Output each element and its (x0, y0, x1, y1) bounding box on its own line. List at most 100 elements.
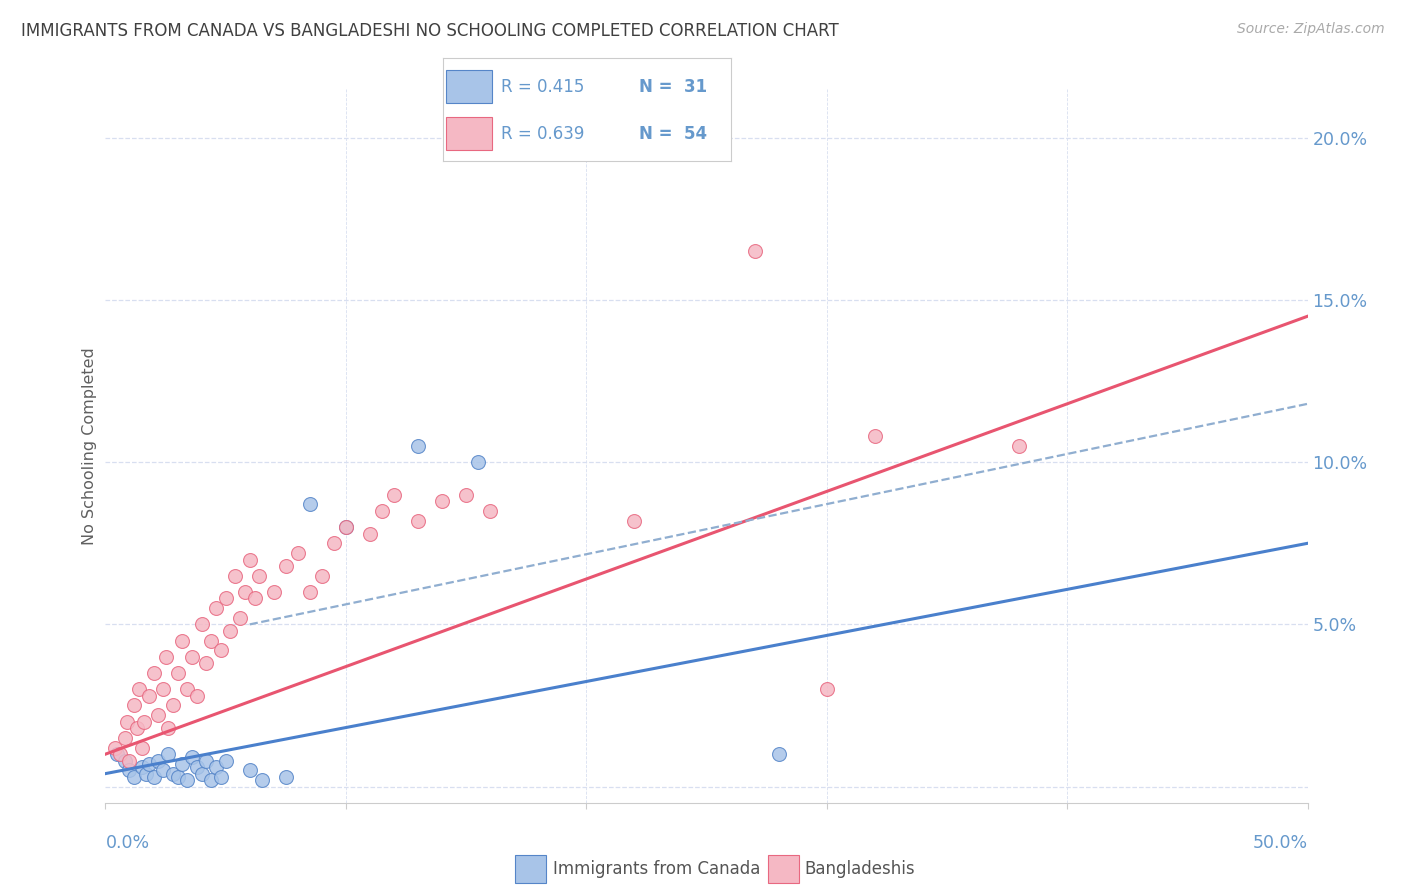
Point (176, 682, 198, 697)
Point (371, 504, 394, 518)
Point (287, 546, 309, 560)
Point (406, 514, 429, 528)
Point (125, 721, 148, 735)
Point (142, 770, 165, 784)
Point (186, 689, 208, 703)
Y-axis label: No Schooling Completed: No Schooling Completed (82, 347, 97, 545)
Point (382, 488, 405, 502)
Point (118, 754, 141, 768)
Text: Bangladeshis: Bangladeshis (804, 860, 915, 878)
Point (107, 747, 129, 761)
Point (128, 682, 150, 697)
Point (118, 764, 141, 778)
Point (311, 568, 333, 582)
FancyBboxPatch shape (515, 855, 546, 883)
Point (155, 649, 177, 664)
Point (108, 747, 131, 761)
Point (131, 740, 153, 755)
Point (233, 585, 256, 599)
Point (263, 585, 285, 599)
Point (148, 754, 170, 768)
FancyBboxPatch shape (446, 70, 492, 103)
Point (104, 740, 127, 755)
Point (322, 536, 344, 550)
Point (209, 770, 232, 784)
Point (815, 682, 838, 697)
Text: Immigrants from Canada: Immigrants from Canada (553, 860, 759, 878)
Point (219, 624, 242, 638)
Point (186, 760, 208, 774)
Point (335, 520, 357, 534)
Point (214, 754, 236, 768)
Point (200, 773, 222, 788)
Point (274, 770, 297, 784)
Point (479, 504, 502, 518)
Point (224, 568, 246, 582)
Point (172, 633, 194, 648)
Point (250, 773, 273, 788)
Point (156, 721, 179, 735)
Point (298, 585, 321, 599)
Text: R = 0.639: R = 0.639 (501, 125, 583, 143)
Point (162, 766, 184, 780)
Point (205, 601, 228, 615)
Point (176, 773, 198, 788)
Point (138, 756, 160, 771)
Text: IMMIGRANTS FROM CANADA VS BANGLADESHI NO SCHOOLING COMPLETED CORRELATION CHART: IMMIGRANTS FROM CANADA VS BANGLADESHI NO… (21, 22, 839, 40)
Point (430, 494, 453, 508)
Point (1008, 439, 1031, 453)
Point (239, 764, 262, 778)
Point (132, 714, 155, 729)
Point (114, 754, 136, 768)
Point (190, 617, 212, 632)
Text: N =  31: N = 31 (638, 78, 707, 95)
Text: Source: ZipAtlas.com: Source: ZipAtlas.com (1237, 22, 1385, 37)
Point (209, 643, 232, 657)
Point (152, 764, 174, 778)
Point (156, 747, 179, 761)
Point (239, 552, 262, 566)
Point (195, 754, 218, 768)
Point (148, 708, 170, 723)
Point (205, 760, 228, 774)
Point (142, 666, 165, 681)
Point (863, 429, 886, 443)
Point (114, 731, 136, 745)
Point (135, 766, 157, 780)
Point (172, 756, 194, 771)
Point (166, 666, 188, 681)
Point (195, 657, 218, 671)
Point (124, 770, 146, 784)
Text: 50.0%: 50.0% (1253, 834, 1308, 852)
Point (359, 526, 381, 541)
Point (166, 770, 188, 784)
Point (247, 568, 270, 582)
Point (768, 747, 790, 761)
Point (181, 649, 204, 664)
FancyBboxPatch shape (446, 118, 492, 150)
Point (124, 698, 146, 713)
Text: 0.0%: 0.0% (105, 834, 149, 852)
Point (623, 514, 645, 528)
Point (115, 714, 138, 729)
Point (138, 689, 160, 703)
Point (131, 760, 153, 774)
Point (467, 455, 489, 469)
Text: N =  54: N = 54 (638, 125, 707, 143)
Point (454, 488, 477, 502)
Point (162, 698, 184, 713)
Point (229, 611, 252, 625)
Point (243, 591, 266, 606)
Point (335, 520, 357, 534)
Point (298, 497, 321, 511)
Point (274, 559, 297, 574)
Point (190, 766, 212, 780)
Point (181, 750, 204, 764)
Point (214, 591, 236, 606)
Point (744, 244, 766, 259)
Text: R = 0.415: R = 0.415 (501, 78, 583, 95)
Point (200, 633, 222, 648)
Point (406, 439, 429, 453)
Point (152, 682, 174, 697)
FancyBboxPatch shape (768, 855, 799, 883)
